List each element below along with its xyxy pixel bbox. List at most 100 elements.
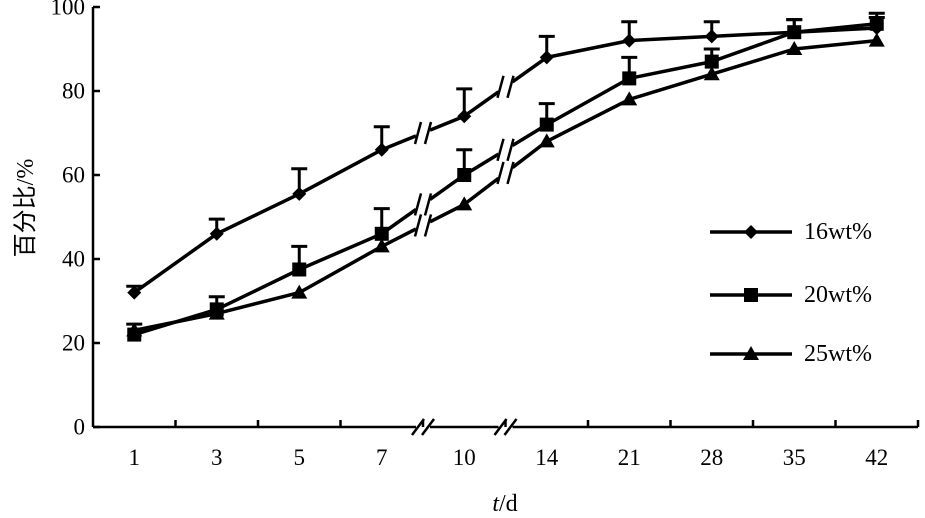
series-line xyxy=(511,55,548,84)
series-line xyxy=(298,232,383,272)
series-line xyxy=(463,176,500,206)
data-point xyxy=(374,142,389,157)
data-point xyxy=(539,50,554,65)
series-break-mark xyxy=(496,138,505,162)
x-tick-label: 35 xyxy=(783,445,806,470)
series-break-mark xyxy=(506,138,515,162)
series-16wt% xyxy=(126,16,885,300)
series-break-mark xyxy=(413,193,423,216)
data-point xyxy=(291,284,308,299)
x-axis-title: t/d xyxy=(492,491,517,517)
data-point xyxy=(126,322,143,337)
series-line xyxy=(711,30,795,64)
series-line xyxy=(298,148,383,196)
series-line xyxy=(429,114,465,132)
x-axis-break-mark xyxy=(503,418,518,436)
data-point xyxy=(786,41,803,55)
legend-marker xyxy=(743,346,759,360)
x-tick-label: 21 xyxy=(618,445,641,470)
series-line xyxy=(628,72,713,102)
x-axis-title-variable: t xyxy=(492,491,500,517)
series-break-mark xyxy=(423,193,433,216)
data-point xyxy=(457,168,472,182)
x-tick-label: 42 xyxy=(865,445,888,470)
series-break-mark xyxy=(413,121,423,145)
series-line xyxy=(380,227,417,248)
series-line xyxy=(545,97,631,143)
legend-label: 16wt% xyxy=(804,219,872,245)
data-point xyxy=(209,226,224,241)
y-tick-label: 20 xyxy=(62,331,85,356)
data-point xyxy=(703,66,720,81)
plot-area xyxy=(126,11,885,342)
legend: 16wt% 20wt% 25wt% xyxy=(710,219,872,367)
x-axis-break-mark xyxy=(421,418,435,436)
series-break-mark xyxy=(423,214,433,237)
data-point xyxy=(292,186,307,201)
series-break-mark xyxy=(496,75,505,99)
series-break-mark xyxy=(506,161,515,185)
data-point xyxy=(787,25,802,40)
data-point xyxy=(868,32,885,47)
series-line xyxy=(133,232,218,295)
x-tick-label: 28 xyxy=(700,445,723,470)
legend-label: 20wt% xyxy=(804,282,872,308)
series-line xyxy=(215,267,301,311)
y-tick-label: 0 xyxy=(74,415,86,440)
y-tick-label: 40 xyxy=(62,247,85,272)
data-point xyxy=(374,226,389,241)
series-break-mark xyxy=(506,75,515,99)
data-point xyxy=(457,109,472,124)
data-point xyxy=(621,91,638,106)
series-line xyxy=(629,34,712,43)
legend-item: 25wt% xyxy=(710,341,872,367)
data-point xyxy=(538,133,555,148)
legend-item: 16wt% xyxy=(710,219,872,245)
series-break-mark xyxy=(413,214,423,237)
series-line xyxy=(794,38,877,51)
data-point xyxy=(704,54,719,69)
data-point xyxy=(869,16,884,31)
series-line xyxy=(711,47,795,76)
series-line xyxy=(546,38,630,60)
data-point xyxy=(373,238,390,253)
series-line xyxy=(711,30,795,39)
legend-marker xyxy=(744,225,758,239)
series-break-mark xyxy=(423,121,433,145)
series-line xyxy=(133,311,218,333)
x-tick-label: 5 xyxy=(294,445,306,470)
series-line xyxy=(545,76,631,127)
x-tick-label: 3 xyxy=(211,445,223,470)
data-point xyxy=(456,196,473,211)
series-line xyxy=(794,22,877,34)
legend-label: 25wt% xyxy=(804,341,872,367)
legend-item: 20wt% xyxy=(710,282,872,308)
y-tick-label: 60 xyxy=(62,163,85,188)
series-line xyxy=(298,244,383,295)
series-20wt% xyxy=(126,11,885,342)
data-point xyxy=(622,71,637,86)
x-tick-label: 1 xyxy=(129,445,141,470)
legend-marker xyxy=(744,288,758,302)
y-axis-title: 百分比/% xyxy=(12,159,39,258)
series-25wt% xyxy=(126,32,885,337)
series-line xyxy=(381,134,417,152)
data-point xyxy=(704,29,719,44)
series-line xyxy=(463,90,500,118)
x-tick-label: 10 xyxy=(453,445,476,470)
data-point xyxy=(539,117,554,132)
series-line xyxy=(628,59,713,81)
x-tick-label: 14 xyxy=(535,445,559,470)
data-point xyxy=(208,305,225,320)
y-tick-label: 80 xyxy=(62,79,85,104)
y-tick-label: 100 xyxy=(51,0,86,20)
data-point xyxy=(127,285,142,300)
data-point xyxy=(622,33,637,48)
data-point xyxy=(292,262,307,277)
series-break-mark xyxy=(496,161,505,185)
series-line xyxy=(216,290,300,316)
series-line xyxy=(215,192,301,236)
x-axis-title-unit: /d xyxy=(499,491,518,517)
